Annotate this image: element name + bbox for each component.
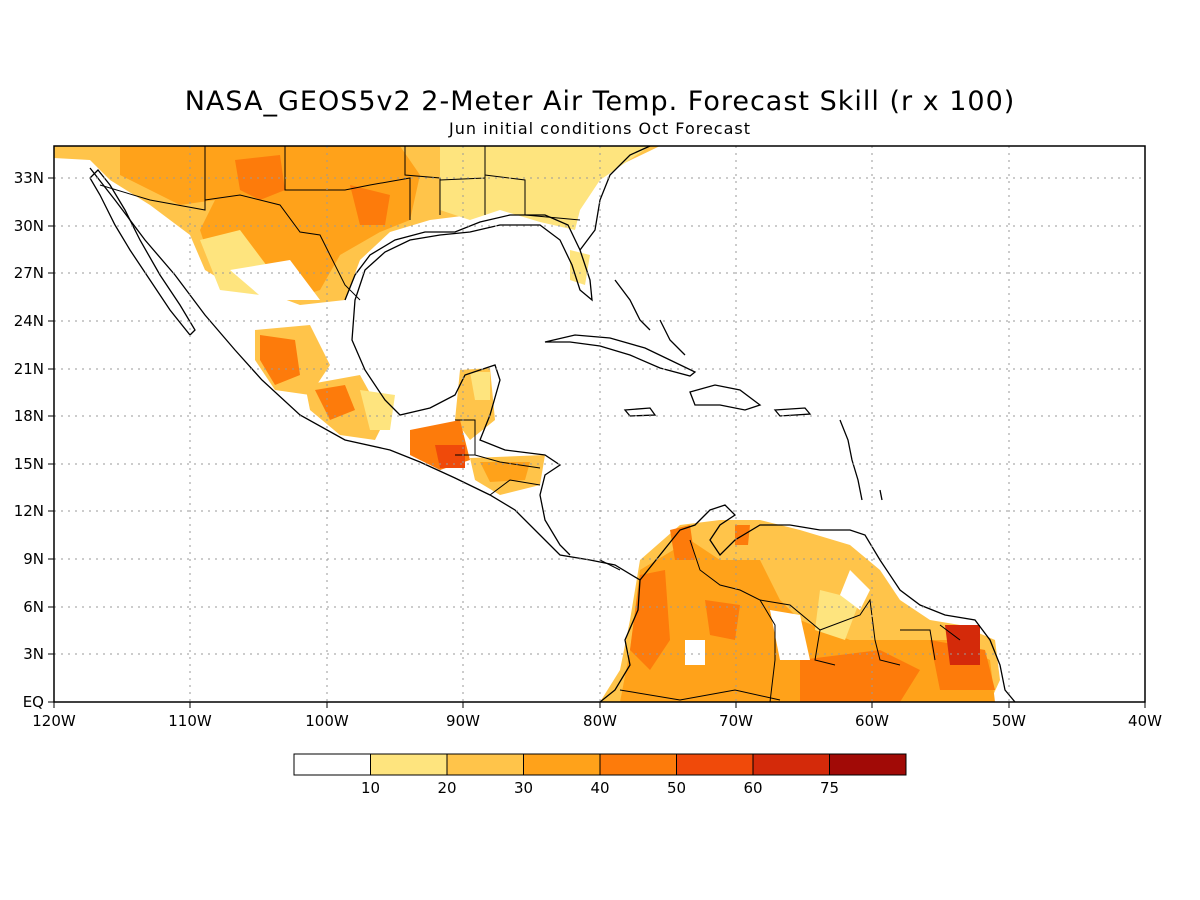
legend-label: 60	[743, 779, 762, 797]
lon-tick-label: 120W	[32, 712, 76, 730]
map-title: NASA_GEOS5v2 2-Meter Air Temp. Forecast …	[184, 86, 1016, 117]
lon-tick-label: 40W	[1128, 712, 1162, 730]
legend-swatch	[752, 753, 830, 776]
legend-label: 20	[437, 779, 456, 797]
tick-marks	[48, 177, 1146, 708]
lon-tick-label: 50W	[992, 712, 1026, 730]
legend-swatch	[293, 753, 371, 776]
lon-tick-label: 60W	[855, 712, 889, 730]
legend-swatch	[446, 753, 524, 776]
legend-label: 40	[590, 779, 609, 797]
legend-label: 75	[820, 779, 839, 797]
legend-label: 30	[514, 779, 533, 797]
lon-tick-labels: 120W 110W 100W 90W 80W 70W 60W 50W 40W	[32, 712, 1162, 730]
lat-tick-label: 15N	[14, 455, 44, 473]
lat-tick-label: 27N	[14, 264, 44, 282]
legend-swatch	[829, 753, 907, 776]
lon-tick-label: 100W	[305, 712, 349, 730]
lat-tick-label: 30N	[14, 217, 44, 235]
lat-tick-label: 21N	[14, 360, 44, 378]
colorbar-legend: 10 20 30 40 50 60 75	[293, 753, 907, 797]
lat-tick-labels: EQ 3N 6N 9N 12N 15N 18N 21N 24N 27N 30N …	[14, 169, 44, 711]
legend-label: 10	[361, 779, 380, 797]
lat-tick-label: 24N	[14, 312, 44, 330]
coastlines	[89, 146, 1016, 702]
lon-tick-label: 90W	[446, 712, 480, 730]
lat-tick-label: 6N	[23, 598, 44, 616]
lon-tick-label: 80W	[583, 712, 617, 730]
legend-swatch	[370, 753, 448, 776]
lat-tick-label: 9N	[23, 550, 44, 568]
legend-swatch	[523, 753, 601, 776]
lat-tick-label: 33N	[14, 169, 44, 187]
legend-swatch	[676, 753, 754, 776]
legend-label: 50	[667, 779, 686, 797]
lon-tick-label: 110W	[168, 712, 212, 730]
skill-shading	[54, 146, 1000, 702]
map-subtitle: Jun initial conditions Oct Forecast	[448, 119, 752, 138]
lat-tick-label: 12N	[14, 502, 44, 520]
lat-tick-label: 18N	[14, 407, 44, 425]
lat-tick-label: EQ	[23, 693, 44, 711]
legend-swatch	[599, 753, 677, 776]
graticule	[54, 146, 1145, 702]
lat-tick-label: 3N	[23, 645, 44, 663]
lon-tick-label: 70W	[719, 712, 753, 730]
